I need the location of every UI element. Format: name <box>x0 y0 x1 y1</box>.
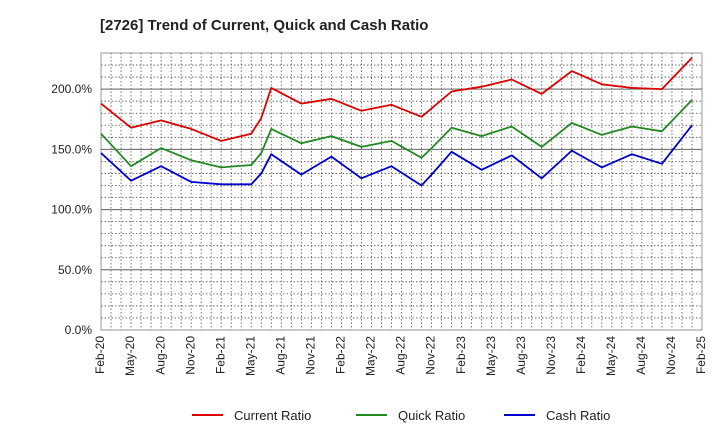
legend-label-current-ratio: Current Ratio <box>234 408 311 423</box>
x-tick-label: May-20 <box>123 336 137 376</box>
x-tick-label: Aug-23 <box>514 336 528 375</box>
x-tick-label: Nov-22 <box>424 336 438 375</box>
y-tick-label: 150.0% <box>51 142 92 156</box>
x-tick-label: Aug-21 <box>273 336 287 375</box>
x-tick-label: May-22 <box>364 336 378 376</box>
series-line-cash-ratio <box>100 124 693 187</box>
series-line-current-ratio <box>100 57 693 142</box>
x-tick-label: Nov-24 <box>664 336 678 375</box>
x-tick-label: May-23 <box>484 336 498 376</box>
x-tick-label: Feb-24 <box>574 336 588 374</box>
x-tick-label: Aug-20 <box>153 336 167 375</box>
x-tick-label: Feb-21 <box>213 336 227 374</box>
x-tick-label: May-21 <box>243 336 257 376</box>
x-tick-label: Feb-20 <box>93 336 107 374</box>
y-tick-label: 50.0% <box>58 263 92 277</box>
y-tick-label: 100.0% <box>51 203 92 217</box>
x-tick-label: Aug-24 <box>634 336 648 375</box>
x-tick-label: Feb-25 <box>694 336 708 374</box>
series-line-quick-ratio <box>100 99 693 169</box>
x-tick-label: Nov-23 <box>544 336 558 375</box>
x-tick-label: Feb-22 <box>334 336 348 374</box>
legend-label-quick-ratio: Quick Ratio <box>398 408 465 423</box>
plot-area: 0.0% 50.0% 100.0% 150.0% 200.0% Feb-20 May-20 A… <box>51 52 708 376</box>
y-tick-label: 200.0% <box>51 82 92 96</box>
x-tick-label: Nov-20 <box>183 336 197 375</box>
x-tick-label: Feb-23 <box>454 336 468 374</box>
x-tick-label: May-24 <box>604 336 618 376</box>
legend-label-cash-ratio: Cash Ratio <box>546 408 610 423</box>
chart-title: [2726] Trend of Current, Quick and Cash … <box>100 17 428 34</box>
x-tick-label: Aug-22 <box>394 336 408 375</box>
x-tick-label: Nov-21 <box>304 336 318 375</box>
chart-legend: Current Ratio Quick Ratio Cash Ratio <box>192 408 610 423</box>
y-tick-label: 0.0% <box>65 323 93 337</box>
